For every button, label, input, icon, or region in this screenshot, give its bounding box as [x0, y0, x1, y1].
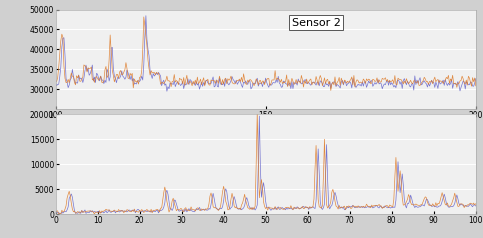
Text: Sensor 2: Sensor 2	[292, 18, 341, 28]
